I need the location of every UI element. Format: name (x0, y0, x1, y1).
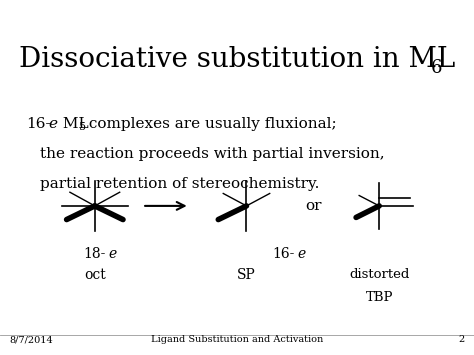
Text: ML: ML (58, 117, 89, 131)
Text: 6: 6 (430, 59, 442, 77)
Text: Ligand Substitution and Activation: Ligand Substitution and Activation (151, 335, 323, 344)
Text: or: or (306, 199, 322, 213)
Text: e: e (49, 117, 58, 131)
Text: TBP: TBP (365, 291, 393, 304)
Text: e: e (108, 247, 116, 261)
Text: oct: oct (84, 268, 106, 282)
Text: 16-: 16- (273, 247, 295, 261)
Text: distorted: distorted (349, 268, 410, 281)
Text: complexes are usually fluxional;: complexes are usually fluxional; (84, 117, 337, 131)
Text: 8/7/2014: 8/7/2014 (9, 335, 53, 344)
Text: 18-: 18- (83, 247, 105, 261)
Text: Dissociative substitution in ML: Dissociative substitution in ML (19, 46, 455, 73)
Text: e: e (298, 247, 306, 261)
Text: partial retention of stereochemistry.: partial retention of stereochemistry. (40, 177, 319, 191)
Text: the reaction proceeds with partial inversion,: the reaction proceeds with partial inver… (40, 147, 385, 161)
Text: 5: 5 (79, 122, 86, 132)
Text: SP: SP (237, 268, 256, 282)
Text: 2: 2 (458, 335, 465, 344)
Text: 16-: 16- (26, 117, 51, 131)
